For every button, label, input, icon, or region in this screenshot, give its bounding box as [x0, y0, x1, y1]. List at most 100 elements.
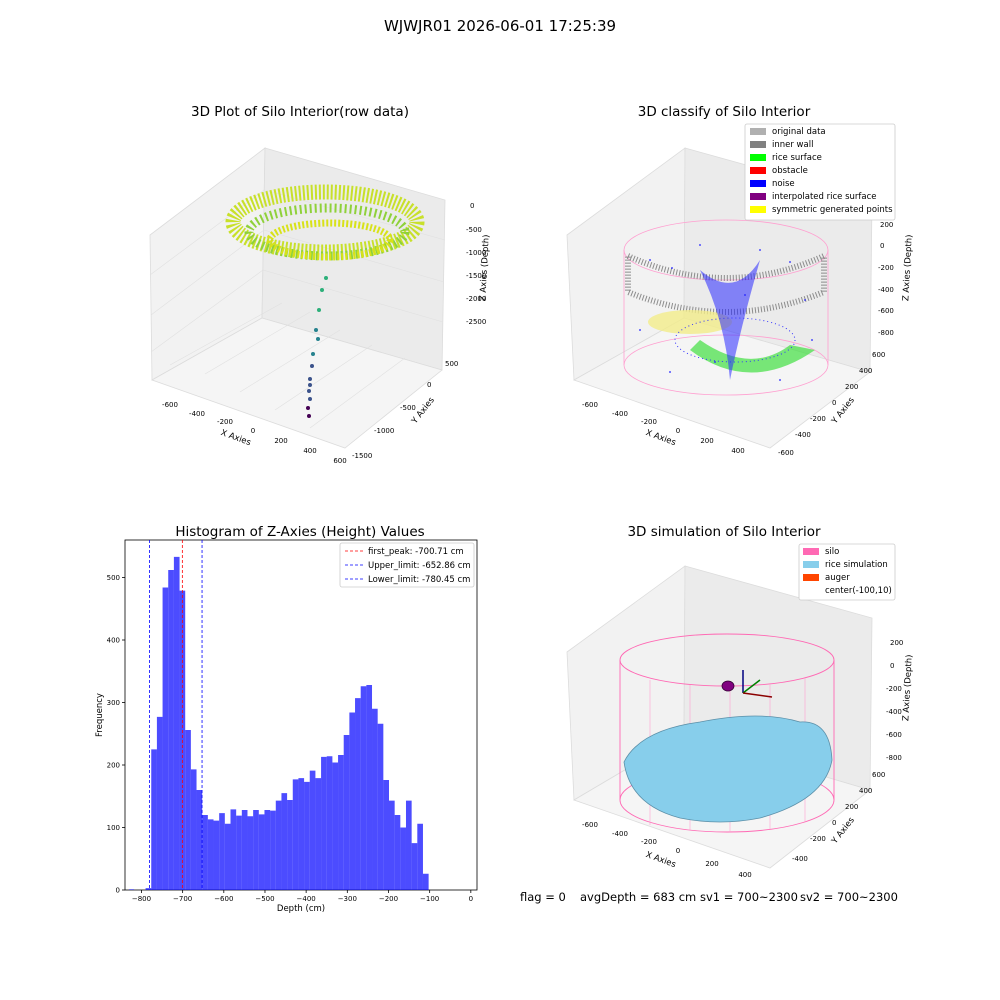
legend-label-interpolated-rice-surface: interpolated rice surface	[772, 192, 877, 202]
simulation-ztick-3: -200	[886, 685, 902, 693]
raw-ytick-5: -1500	[352, 452, 372, 460]
raw-xtick-5: 200	[274, 437, 287, 445]
legend-label-lower-limit: Lower_limit: -780.45 cm	[368, 575, 470, 585]
legend-label-noise: noise	[772, 179, 795, 189]
legend-swatch-silo	[803, 548, 819, 555]
histogram-ytick-label: 200	[107, 762, 120, 770]
legend-label-upper-limit: Upper_limit: -652.86 cm	[368, 561, 471, 571]
raw-xtick-2: -400	[189, 410, 205, 418]
simulation-auger-marker	[721, 670, 773, 698]
simulation-ztick-1: 200	[890, 639, 903, 647]
simulation-xtick-3: -200	[641, 838, 657, 846]
classify-ytick-6: -400	[795, 431, 811, 439]
histogram-bar	[332, 762, 339, 890]
simulation-ytick-4: 0	[832, 819, 836, 827]
simulation-ztick-2: 0	[890, 662, 894, 670]
histogram-xtick-label: −600	[214, 895, 233, 903]
legend-label-rice-simulation: rice simulation	[825, 560, 888, 570]
classify-ytick-4: 0	[832, 399, 836, 407]
footer-sv1: sv1 = 700~2300	[700, 890, 798, 904]
raw-xtick-1: -600	[162, 401, 178, 409]
raw-xtick-4: 0	[251, 427, 255, 435]
histogram-bar	[202, 815, 208, 890]
footer-flag: flag = 0	[520, 890, 566, 904]
histogram-ytick-label: 400	[107, 637, 120, 645]
legend-swatch-interpolated-rice-surface	[750, 193, 766, 200]
histogram-bar	[253, 810, 259, 890]
histogram-xtick-label: −700	[173, 895, 192, 903]
classify-xtick-2: -400	[612, 410, 628, 418]
raw-xtick-3: -200	[217, 418, 233, 426]
histogram-xtick-label: −100	[420, 895, 439, 903]
histogram-ytick-label: 100	[107, 824, 120, 832]
raw-xlabel: X Axies	[219, 428, 252, 448]
simulation-xlabel: X Axies	[644, 850, 677, 870]
raw-ytick-4: -1000	[374, 427, 394, 435]
histogram-legend-frame	[339, 542, 475, 588]
raw-ztick-2: -500	[466, 226, 482, 234]
histogram-bar	[190, 769, 197, 890]
histogram-bar	[321, 756, 327, 890]
histogram-bar	[230, 809, 237, 890]
simulation-panel-title: 3D simulation of Silo Interior	[627, 524, 821, 540]
histogram-bar	[264, 810, 271, 890]
histogram-xlabel: Depth (cm)	[277, 904, 325, 914]
classify-zlabel: Z Axies (Depth)	[901, 234, 914, 301]
classify-panel-title: 3D classify of Silo Interior	[638, 104, 811, 120]
legend-swatch-inner-wall	[750, 141, 766, 148]
simulation-ztick-6: -800	[886, 754, 902, 762]
classify-xtick-3: -200	[641, 418, 657, 426]
legend-label-first-peak: first_peak: -700.71 cm	[368, 547, 464, 557]
simulation-legend: silo rice simulation auger center(-100,1…	[798, 543, 896, 601]
histogram-bar	[185, 730, 191, 890]
legend-swatch-symmetric-generated-points	[750, 206, 766, 213]
histogram-ytick-label: 500	[107, 574, 120, 582]
raw-ztick-3: -1000	[466, 249, 486, 257]
classify-ztick-1: 200	[880, 221, 893, 229]
classify-ztick-4: -400	[878, 286, 894, 294]
histogram-xtick-label: −200	[379, 895, 398, 903]
histogram-bar	[343, 735, 350, 890]
simulation-xtick-2: -400	[612, 830, 628, 838]
histogram-bar	[156, 716, 163, 890]
classify-ztick-6: -800	[878, 329, 894, 337]
panel-classify-3d: 3D classify of Silo Interior ori	[566, 104, 915, 457]
raw-pane-floor	[151, 317, 443, 449]
histogram-bar	[281, 793, 288, 890]
histogram-bar	[151, 749, 157, 890]
classify-pane-floor	[573, 317, 871, 449]
raw-ztick-4: -1500	[466, 272, 486, 280]
simulation-ytick-3: 200	[845, 803, 858, 811]
axis-arrow-x	[742, 692, 773, 698]
histogram-bar	[236, 815, 242, 890]
classify-ytick-3: 200	[845, 383, 858, 391]
raw-ztick-6: -2500	[466, 318, 486, 326]
simulation-zlabel: Z Axies (Depth)	[901, 654, 914, 721]
histogram-ytick-label: 0	[116, 887, 120, 895]
panel-histogram: Histogram of Z-Axies (Height) Values −80…	[95, 524, 478, 914]
legend-swatch-noise	[750, 180, 766, 187]
histogram-bar	[422, 873, 429, 890]
raw-xtick-7: 600	[333, 457, 346, 465]
legend-label-rice-surface: rice surface	[772, 153, 822, 163]
histogram-bar	[224, 823, 231, 890]
classify-xtick-1: -600	[582, 401, 598, 409]
histogram-x-ticks: −800 −700 −600 −500 −400 −300 −200 −100 0	[132, 890, 473, 903]
histogram-bar	[292, 779, 299, 890]
histogram-bar	[383, 780, 389, 890]
histogram-bar	[173, 556, 180, 890]
histogram-bar	[400, 827, 406, 890]
simulation-ztick-5: -600	[886, 731, 902, 739]
classify-xtick-5: 200	[700, 437, 713, 445]
classify-xlabel: X Axies	[644, 428, 677, 448]
classify-legend: original data inner wall rice surface ob…	[744, 123, 896, 221]
classify-xtick-4: 0	[676, 427, 680, 435]
histogram-bar	[162, 587, 169, 890]
classify-xtick-6: 400	[731, 447, 744, 455]
legend-swatch-rice-surface	[750, 154, 766, 161]
classify-ytick-1: 600	[872, 351, 885, 359]
legend-swatch-obstacle	[750, 167, 766, 174]
histogram-xtick-label: 0	[469, 895, 473, 903]
classify-point-cloud	[623, 219, 829, 396]
histogram-xtick-label: −800	[132, 895, 151, 903]
